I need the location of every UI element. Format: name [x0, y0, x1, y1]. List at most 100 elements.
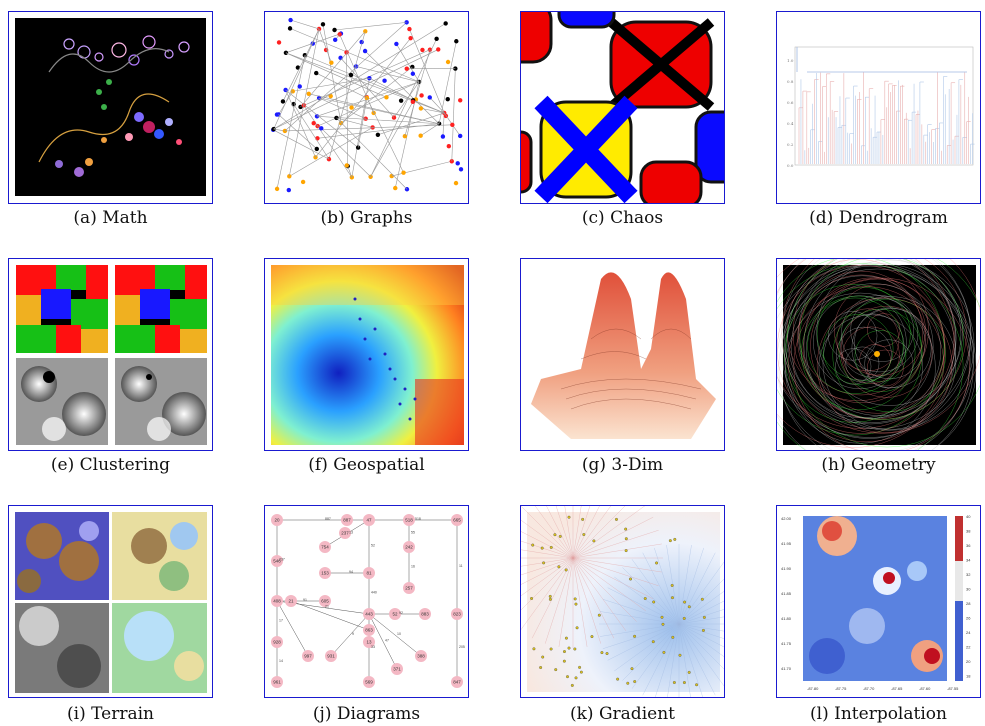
- diagram-node: 754: [319, 541, 331, 553]
- svg-text:569: 569: [365, 680, 373, 685]
- diagram-node: 931: [325, 650, 337, 662]
- diagram-node: 81: [363, 567, 375, 579]
- diagram-node: 52: [389, 608, 401, 620]
- diagram-node: 237: [339, 527, 351, 539]
- diagram-edge-label: 11: [459, 564, 463, 568]
- interp-xtick: -87.55: [947, 686, 959, 691]
- interp-xtick: -87.80: [807, 686, 819, 691]
- dendrogram-figure: 1.0 0.8 0.6 0.4 0.2 0.0: [787, 46, 975, 168]
- diagram-edge-label: 205: [459, 645, 465, 649]
- interp-ytick: 41.85: [781, 591, 792, 596]
- caption-diagrams: (j) Diagrams: [312, 704, 421, 724]
- chaos-figure: [521, 12, 724, 203]
- diagram-node: 887: [341, 514, 353, 526]
- svg-text:237: 237: [341, 531, 349, 536]
- svg-text:754: 754: [321, 545, 329, 550]
- interp-colorbar-tick: 22: [966, 645, 971, 650]
- diagram-edge-label: 92: [399, 611, 403, 615]
- panel-terrain: [8, 505, 213, 698]
- diagram-edge-label: 440: [371, 591, 377, 595]
- panel-graphs: [264, 11, 469, 204]
- diagram-node: 13: [363, 636, 375, 648]
- terrain-figure: [15, 512, 207, 693]
- svg-text:887: 887: [343, 518, 351, 523]
- diagram-edge-label: 14: [279, 659, 283, 663]
- diagram-node: 371: [391, 663, 403, 675]
- panel-dendrogram: 1.0 0.8 0.6 0.4 0.2 0.0: [776, 11, 981, 204]
- interp-colorbar-tick: 32: [966, 572, 971, 577]
- caption-dendrogram: (d) Dendrogram: [809, 208, 948, 228]
- interpolation-figure: 42.00 41.95 41.90 41.85 41.80 41.75 41.70 -87.8…: [781, 514, 971, 691]
- diagram-edge-label: 91: [303, 598, 307, 602]
- svg-text:546: 546: [273, 559, 281, 564]
- diagram-node: 605: [319, 595, 331, 607]
- diagram-node: 257: [403, 582, 415, 594]
- svg-text:20: 20: [274, 518, 280, 523]
- diagram-node: 47: [363, 514, 375, 526]
- svg-text:997: 997: [304, 654, 312, 659]
- diagram-node: 997: [302, 650, 314, 662]
- svg-text:961: 961: [273, 680, 281, 685]
- panel-clustering: [8, 258, 213, 451]
- interp-colorbar-tick: 40: [966, 514, 971, 519]
- interp-ytick: 42.00: [781, 516, 792, 521]
- diagram-edge-label: 21: [325, 605, 329, 609]
- caption-interpolation: (l) Interpolation: [810, 704, 947, 724]
- svg-text:863: 863: [365, 628, 373, 633]
- gradient-figure: [521, 506, 724, 697]
- panel-chaos: [520, 11, 725, 204]
- interp-colorbar-tick: 20: [966, 659, 971, 664]
- diagram-edge-label: 52: [371, 544, 375, 548]
- svg-text:21: 21: [288, 599, 294, 604]
- caption-geometry: (h) Geometry: [821, 455, 936, 475]
- diagram-edge-label: 887: [325, 517, 331, 521]
- interp-colorbar-tick: 26: [966, 616, 971, 621]
- svg-text:13: 13: [366, 640, 372, 645]
- interp-colorbar-tick: 24: [966, 630, 971, 635]
- math-figure: [15, 18, 206, 196]
- interp-xtick: -87.65: [891, 686, 903, 691]
- caption-chaos: (c) Chaos: [581, 208, 664, 228]
- diagram-edge-label: 47: [385, 639, 389, 643]
- panel-diagrams: 20 887 47 518 665 546 754 237 242 153 81 257 408 21 60…: [264, 505, 469, 698]
- diagram-node: 546: [271, 555, 283, 567]
- svg-text:518: 518: [405, 518, 413, 523]
- interp-xtick: -87.60: [919, 686, 931, 691]
- svg-text:443: 443: [365, 612, 373, 617]
- interp-colorbar-tick: 34: [966, 558, 971, 563]
- caption-terrain: (i) Terrain: [67, 704, 154, 724]
- svg-text:605: 605: [321, 599, 329, 604]
- diagram-node: 388: [415, 650, 427, 662]
- svg-text:257: 257: [405, 586, 413, 591]
- diagram-node: 518: [403, 514, 415, 526]
- dendro-ytick: 0.6: [787, 100, 794, 105]
- interp-ytick: 41.80: [781, 616, 792, 621]
- diagram-edge-label: 17: [279, 619, 283, 623]
- geospatial-figure: [271, 265, 464, 445]
- diagram-edge-label: 9: [352, 632, 354, 636]
- diagram-node: 20: [271, 514, 283, 526]
- diagram-node: 961: [271, 676, 283, 688]
- svg-text:153: 153: [321, 571, 329, 576]
- svg-text:665: 665: [453, 518, 461, 523]
- interp-ytick: 41.90: [781, 566, 792, 571]
- diagram-node: 408: [271, 595, 283, 607]
- diagram-node: 569: [363, 676, 375, 688]
- svg-text:931: 931: [327, 654, 335, 659]
- panel-interpolation: 42.00 41.95 41.90 41.85 41.80 41.75 41.70 -87.8…: [776, 505, 981, 698]
- diagram-node: 21: [285, 595, 297, 607]
- caption-math: (a) Math: [73, 208, 148, 228]
- svg-text:847: 847: [453, 680, 461, 685]
- diagram-node: 665: [451, 514, 463, 526]
- interp-colorbar-tick: 18: [966, 674, 971, 679]
- interp-ytick: 41.95: [781, 541, 792, 546]
- interp-colorbar-tick: 38: [966, 529, 971, 534]
- diagram-edge-label: 10: [397, 632, 401, 636]
- diagram-node: 863: [363, 624, 375, 636]
- caption-gradient: (k) Gradient: [570, 704, 675, 724]
- svg-text:823: 823: [453, 612, 461, 617]
- diagram-node: 823: [451, 608, 463, 620]
- diagram-node: 443: [363, 608, 375, 620]
- interp-colorbar-tick: 28: [966, 601, 971, 606]
